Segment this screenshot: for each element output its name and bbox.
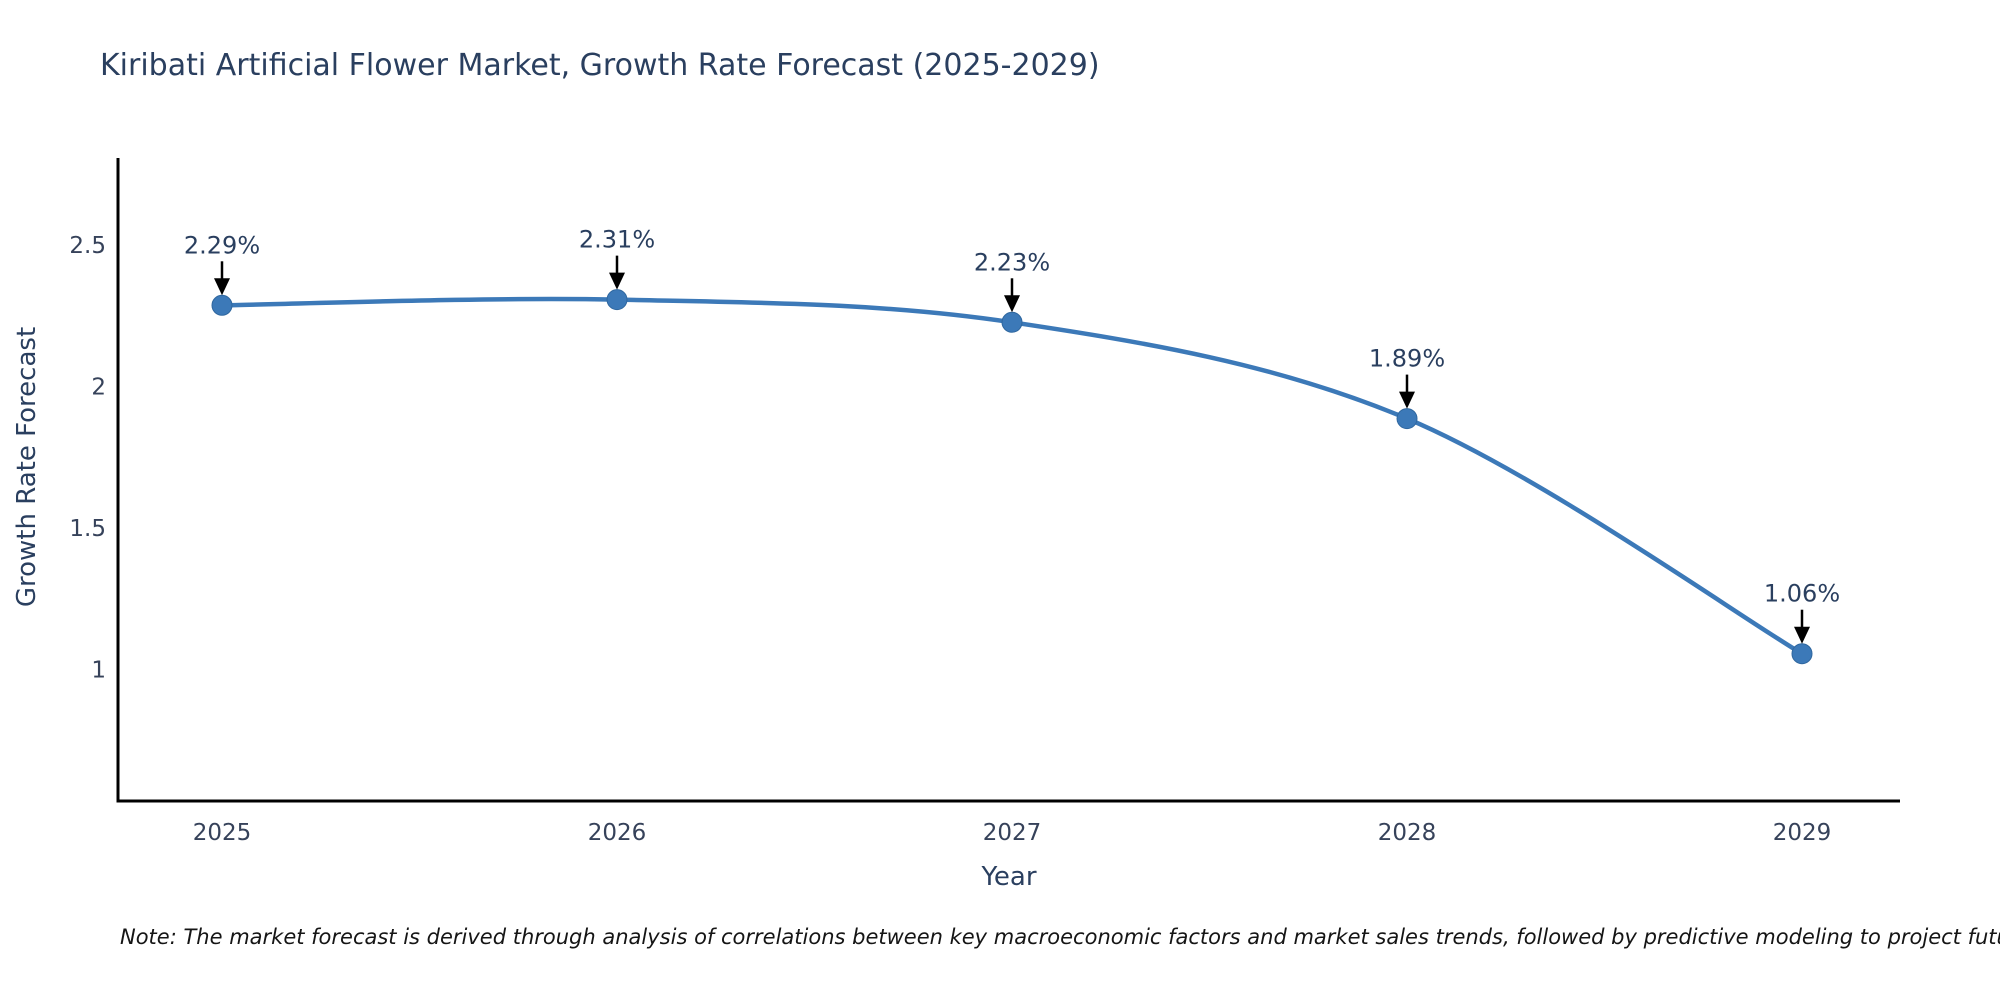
point-value-label: 2.31% <box>579 226 655 254</box>
point-value-label: 2.29% <box>184 231 260 259</box>
data-point-marker <box>1791 643 1813 665</box>
x-tick-label: 2025 <box>193 820 252 846</box>
x-tick-label: 2029 <box>1773 820 1832 846</box>
x-axis-title: Year <box>981 862 1037 892</box>
point-value-label: 2.23% <box>974 248 1050 276</box>
y-tick-label: 2 <box>91 374 106 400</box>
y-axis-title: Growth Rate Forecast <box>12 326 42 608</box>
annotation-arrowhead-icon <box>1399 391 1415 409</box>
data-point-marker <box>1001 311 1023 333</box>
point-value-label: 1.06% <box>1764 580 1840 608</box>
x-tick-label: 2028 <box>1378 820 1437 846</box>
annotation-arrowhead-icon <box>214 278 230 296</box>
annotation-arrowhead-icon <box>609 272 625 290</box>
y-tick-label: 1.5 <box>69 516 106 542</box>
annotation-arrowhead-icon <box>1794 626 1810 644</box>
data-point-marker <box>1396 408 1418 430</box>
data-point-marker <box>606 289 628 311</box>
annotation-arrowhead-icon <box>1004 295 1020 313</box>
x-tick-label: 2027 <box>983 820 1042 846</box>
chart-title: Kiribati Artificial Flower Market, Growt… <box>100 48 1100 83</box>
data-point-marker <box>211 294 233 316</box>
point-value-label: 1.89% <box>1369 345 1445 373</box>
chart-footnote: Note: The market forecast is derived thr… <box>120 925 2000 949</box>
y-tick-label: 1 <box>91 658 106 684</box>
forecast-line <box>219 296 1805 656</box>
y-tick-label: 2.5 <box>69 233 106 259</box>
x-tick-label: 2026 <box>588 820 647 846</box>
